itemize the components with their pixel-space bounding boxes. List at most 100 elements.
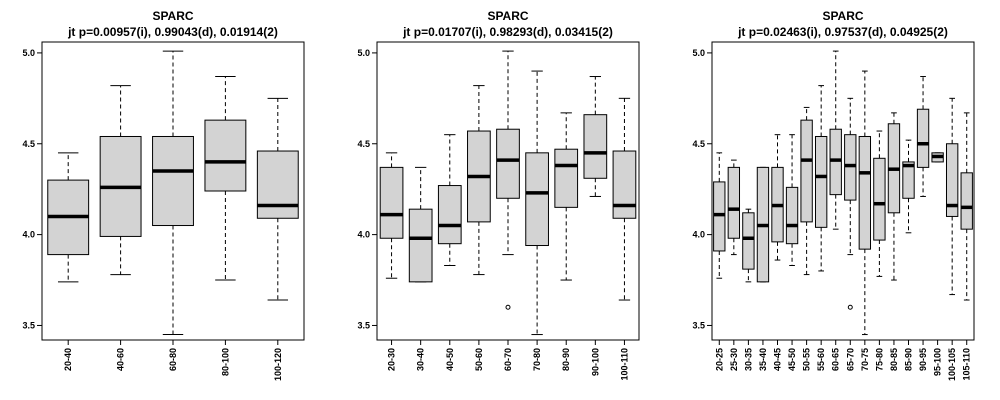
box-body <box>727 166 741 239</box>
x-tick-label: 35-40 <box>758 348 768 371</box>
x-tick-label: 60-80 <box>168 348 178 371</box>
x-tick-label: 50-55 <box>802 348 812 371</box>
x-tick-label: 70-80 <box>532 348 542 371</box>
box-body <box>525 152 549 247</box>
box-body <box>612 150 637 219</box>
box-body <box>379 166 404 239</box>
box-100-110 <box>612 97 637 301</box>
box-80-90 <box>554 112 579 281</box>
x-tick-label: 70-75 <box>860 348 870 371</box>
y-tick-label: 4.0 <box>692 230 705 240</box>
chart-title: SPARC <box>822 9 863 23</box>
y-tick-label: 3.5 <box>22 320 35 330</box>
x-tick-label: 100-105 <box>947 348 957 381</box>
plot-frame <box>711 41 975 341</box>
x-tick-label: 100-110 <box>619 348 629 381</box>
box-body <box>437 185 462 245</box>
box-body <box>496 128 520 199</box>
box-body <box>960 172 973 230</box>
y-tick-label: 4.0 <box>357 230 370 240</box>
box-body <box>583 114 608 179</box>
x-tick-label: 105-110 <box>962 348 972 381</box>
box-body <box>902 161 915 199</box>
box-40-50 <box>437 134 462 266</box>
x-tick-label: 30-40 <box>416 348 426 371</box>
box-40-45 <box>771 134 784 261</box>
x-tick-label: 55-60 <box>816 348 826 371</box>
chart-panel-1: SPARC jt p=0.00957(i), 0.99043(d), 0.0191… <box>22 9 305 381</box>
y-tick-label: 4.5 <box>692 139 705 149</box>
box-100-120 <box>256 97 299 301</box>
box-body <box>713 181 726 252</box>
box-20-25 <box>713 152 726 279</box>
chart-subtitle: jt p=0.02463(i), 0.97537(d), 0.04925(2) <box>737 25 948 39</box>
x-tick-label: 90-95 <box>918 348 928 371</box>
y-tick-label: 4.5 <box>22 139 35 149</box>
box-20-40 <box>47 152 90 283</box>
x-tick-label: 45-50 <box>787 348 797 371</box>
y-tick-label: 5.0 <box>692 48 705 58</box>
box-100-105 <box>945 97 959 296</box>
outlier-point <box>847 304 853 310</box>
box-body <box>829 128 842 196</box>
x-tick-label: 25-30 <box>729 348 739 371</box>
box-body <box>800 119 813 223</box>
box-body <box>858 135 872 250</box>
box-body <box>945 143 959 217</box>
x-tick-label: 60-65 <box>831 348 841 371</box>
box-body <box>554 148 579 208</box>
x-tick-label: 20-30 <box>387 348 397 371</box>
x-tick-label: 80-100 <box>220 348 230 376</box>
box-body <box>204 119 247 192</box>
box-80-85 <box>887 112 901 281</box>
box-body <box>814 135 828 228</box>
x-tick-label: 20-40 <box>63 348 73 371</box>
x-tick-label: 50-60 <box>474 348 484 371</box>
box-75-80 <box>873 130 886 277</box>
y-tick-label: 5.0 <box>357 48 370 58</box>
x-tick-label: 100-120 <box>273 348 283 381</box>
box-70-80 <box>525 70 549 336</box>
box-body <box>844 134 857 201</box>
box-55-60 <box>814 85 828 272</box>
box-25-30 <box>727 159 741 256</box>
x-tick-label: 30-35 <box>743 348 753 371</box>
box-60-65 <box>829 50 842 230</box>
box-40-60 <box>99 85 142 276</box>
x-tick-label: 80-90 <box>561 348 571 371</box>
y-tick-label: 4.0 <box>22 230 35 240</box>
chart-subtitle: jt p=0.00957(i), 0.99043(d), 0.01914(2) <box>67 25 278 39</box>
x-tick-label: 60-70 <box>503 348 513 371</box>
x-tick-label: 80-85 <box>889 348 899 371</box>
x-tick-label: 40-50 <box>445 348 455 371</box>
chart-panel-3: SPARC jt p=0.02463(i), 0.97537(d), 0.0492… <box>692 9 975 381</box>
box-body <box>916 108 930 168</box>
box-body <box>152 135 194 227</box>
box-60-70 <box>496 50 520 310</box>
box-body <box>742 212 755 270</box>
chart-panel-2: SPARC jt p=0.01707(i), 0.98293(d), 0.0341… <box>357 9 640 381</box>
y-tick-label: 3.5 <box>357 320 370 330</box>
x-tick-label: 40-60 <box>116 348 126 371</box>
box-20-30 <box>379 152 404 279</box>
chart-subtitle: jt p=0.01707(i), 0.98293(d), 0.03415(2) <box>402 25 613 39</box>
x-tick-label: 90-100 <box>590 348 600 376</box>
box-body <box>408 208 433 283</box>
x-tick-label: 85-90 <box>904 348 914 371</box>
x-tick-label: 40-45 <box>773 348 783 371</box>
box-65-70 <box>844 97 857 310</box>
box-60-80 <box>152 50 194 336</box>
box-80-100 <box>204 76 247 281</box>
box-50-55 <box>800 106 813 276</box>
box-30-40 <box>408 166 433 283</box>
box-85-90 <box>902 139 915 234</box>
box-body <box>873 157 886 241</box>
x-tick-label: 75-80 <box>874 348 884 371</box>
y-tick-label: 5.0 <box>22 48 35 58</box>
box-50-60 <box>467 85 491 276</box>
chart-title: SPARC <box>152 9 193 23</box>
box-35-40 <box>756 166 770 283</box>
box-45-50 <box>785 134 799 266</box>
x-tick-label: 20-25 <box>714 348 724 371</box>
